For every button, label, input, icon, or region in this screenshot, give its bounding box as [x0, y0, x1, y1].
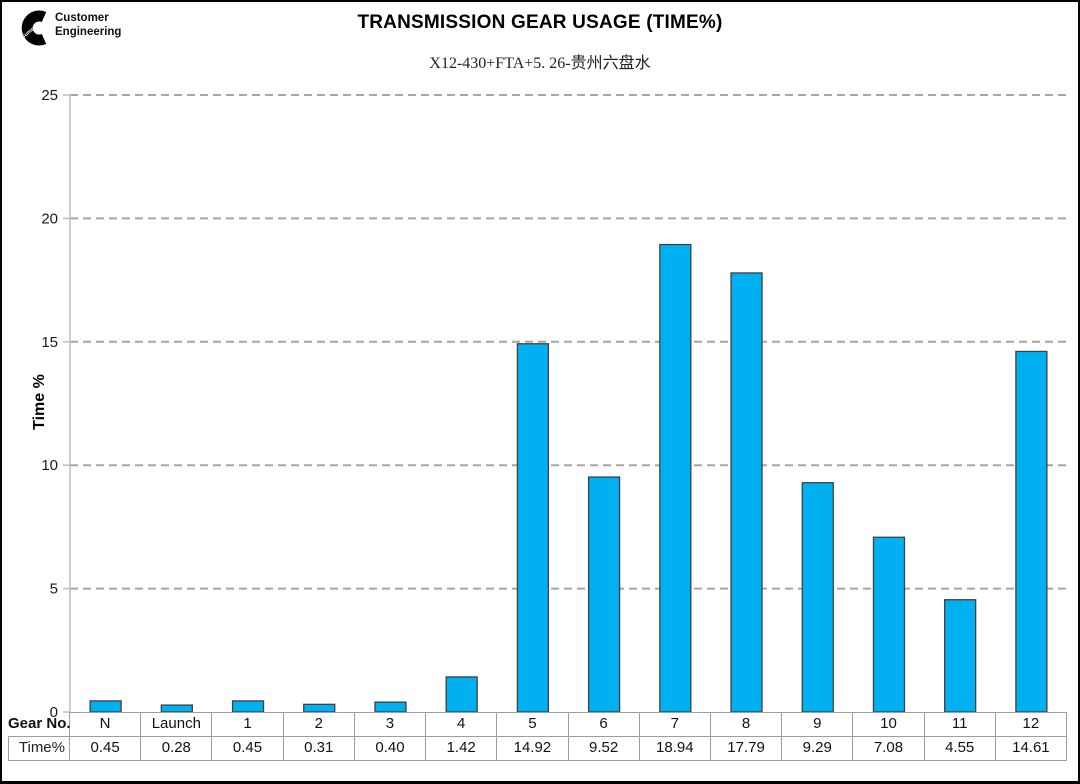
bar-gear-5 — [516, 343, 550, 713]
y-tick-label-25: 25 — [41, 87, 58, 104]
gear-cell-1: 1 — [212, 712, 284, 737]
gear-cell-3: 3 — [354, 712, 427, 737]
gear-cell-2: 2 — [283, 712, 355, 737]
gear-cell-8: 8 — [710, 712, 783, 737]
gear-cell-6: 6 — [568, 712, 640, 737]
bar-gear-1 — [231, 700, 265, 713]
time-cell-12: 14.61 — [995, 737, 1067, 761]
gear-cell-12: 12 — [995, 712, 1067, 737]
gear-cell-N: N — [70, 712, 142, 737]
time-cell-10: 7.08 — [853, 737, 925, 761]
chart-title: TRANSMISSION GEAR USAGE (TIME%) — [357, 12, 723, 33]
cummins-c-icon: Cummins — [20, 10, 47, 46]
bar-gear-11 — [944, 599, 977, 713]
time-cell-1: 0.45 — [212, 737, 284, 761]
time-cell-4: 1.42 — [426, 737, 498, 761]
table-row-label-gear-no: Gear No. — [8, 712, 71, 737]
gear-cell-11: 11 — [924, 712, 996, 737]
gear-cell-7: 7 — [639, 712, 711, 737]
cummins-logo: Cummins Customer Engineering — [14, 10, 121, 46]
gear-cell-Launch: Launch — [141, 712, 213, 737]
time-cell-11: 4.55 — [924, 737, 996, 761]
chart-subtitle: X12-430+FTA+5. 26-贵州六盘水 — [429, 55, 651, 72]
bar-gear-10 — [872, 536, 906, 713]
y-tick-label-20: 20 — [41, 210, 58, 227]
time-cell-2: 0.31 — [283, 737, 355, 761]
gear-cell-5: 5 — [497, 712, 569, 737]
y-tick-label-10: 10 — [41, 457, 58, 474]
logo-text-line1: Customer — [55, 12, 109, 24]
time-cell-6: 9.52 — [568, 737, 640, 761]
logo-text-line2: Engineering — [55, 25, 122, 38]
bar-gear-6 — [587, 476, 621, 713]
bar-gear-9 — [801, 482, 834, 713]
gear-cell-10: 10 — [853, 712, 925, 737]
time-cell-5: 14.92 — [497, 737, 569, 761]
gear-cell-9: 9 — [782, 712, 854, 737]
y-tick-label-5: 5 — [50, 581, 58, 598]
bar-gear-12 — [1015, 350, 1048, 713]
time-cell-7: 18.94 — [639, 737, 711, 761]
gear-usage-table: Gear No. Time% N Launch 1 2 3 4 5 6 7 8 9 10 11 12 0.4… — [8, 712, 1067, 761]
table-row-label-time-pct: Time% — [8, 737, 70, 761]
bar-gear-8 — [730, 272, 763, 713]
bar-gear-4 — [445, 676, 478, 713]
time-cell-8: 17.79 — [710, 737, 783, 761]
time-cell-Launch: 0.28 — [141, 737, 213, 761]
bar-gear-N — [89, 700, 122, 713]
logo-text: Customer Engineering — [55, 10, 121, 39]
y-tick-label-0: 0 — [50, 704, 58, 721]
bar-gear-7 — [659, 243, 692, 713]
bar-gear-2 — [303, 703, 336, 713]
bar-gear-Launch — [160, 704, 193, 713]
gear-cell-4: 4 — [426, 712, 498, 737]
time-cell-N: 0.45 — [70, 737, 142, 761]
bar-gear-3 — [374, 701, 407, 713]
time-cell-9: 9.29 — [782, 737, 854, 761]
y-tick-label-15: 15 — [41, 334, 58, 351]
time-cell-3: 0.40 — [354, 737, 427, 761]
